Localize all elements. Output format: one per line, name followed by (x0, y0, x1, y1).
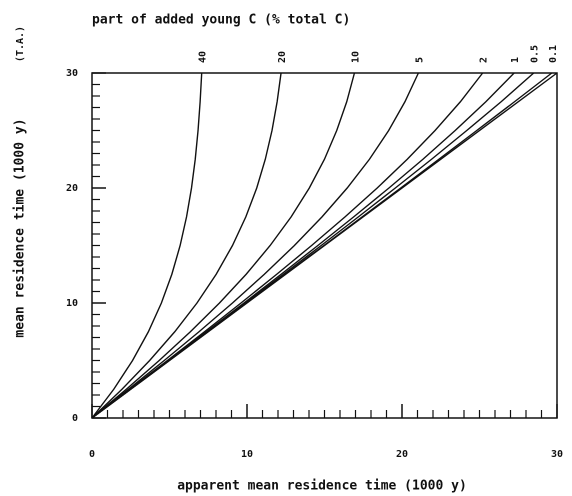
curve-label: 20 (277, 51, 288, 63)
curve-label: 5 (414, 57, 425, 63)
curve (91, 72, 558, 419)
y-tick-label: 20 (66, 183, 78, 194)
y-axis-note: (T.A.) (15, 26, 26, 62)
curve (91, 72, 203, 419)
y-tick-label: 0 (72, 413, 78, 424)
curve-label: 1 (510, 57, 521, 63)
curve-label: 0.5 (530, 45, 541, 63)
curve (91, 72, 515, 419)
curve-label: 0.1 (548, 45, 559, 63)
curve (91, 72, 484, 419)
curve (91, 72, 356, 419)
y-tick-label: 10 (66, 298, 78, 309)
curve (91, 72, 282, 419)
x-tick-label: 0 (89, 449, 95, 460)
x-axis-label: apparent mean residence time (1000 y) (177, 479, 467, 494)
x-tick-label: 30 (551, 449, 563, 460)
y-tick-label: 30 (66, 68, 78, 79)
x-tick-label: 10 (241, 449, 253, 460)
chart-title: part of added young C (% total C) (92, 13, 350, 28)
curve-label: 10 (350, 51, 361, 63)
curve-label: 40 (198, 51, 209, 63)
curve (91, 72, 535, 419)
curve (91, 72, 420, 419)
curve-label: 2 (479, 57, 490, 63)
x-tick-label: 20 (396, 449, 408, 460)
y-axis-label: mean residence time (1000 y) (13, 118, 28, 337)
